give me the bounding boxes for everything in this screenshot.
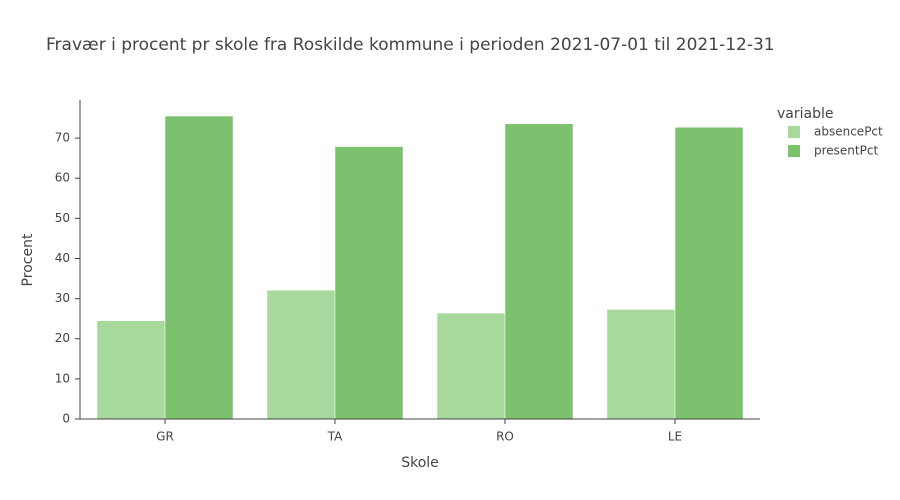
x-tick-label: GR	[156, 430, 174, 444]
y-axis-title: Procent	[20, 233, 36, 286]
x-axis-title: Skole	[401, 455, 439, 471]
bar	[436, 312, 506, 420]
bar	[504, 123, 574, 420]
y-tick-label: 10	[55, 371, 70, 385]
bar	[334, 146, 404, 420]
bar	[674, 127, 744, 420]
legend-title: variable	[777, 106, 833, 122]
y-tick-label: 70	[55, 131, 70, 145]
chart-title: Fravær i procent pr skole fra Roskilde k…	[46, 35, 775, 55]
bar	[606, 309, 676, 420]
x-tick-label: TA	[327, 430, 343, 444]
x-tick-label: LE	[668, 430, 682, 444]
y-tick-label: 20	[55, 331, 70, 345]
bar	[96, 320, 166, 420]
y-tick-label: 0	[62, 412, 70, 426]
x-tick-label: RO	[496, 430, 514, 444]
y-tick-label: 60	[55, 171, 70, 185]
bar	[164, 115, 234, 420]
y-tick-label: 30	[55, 291, 70, 305]
legend-label: presentPct	[814, 144, 878, 158]
bar	[266, 289, 336, 420]
legend-label: absencePct	[814, 125, 883, 139]
legend-swatch	[788, 126, 800, 138]
y-tick-label: 50	[55, 211, 70, 225]
legend-swatch	[788, 145, 800, 157]
y-tick-label: 40	[55, 251, 70, 265]
